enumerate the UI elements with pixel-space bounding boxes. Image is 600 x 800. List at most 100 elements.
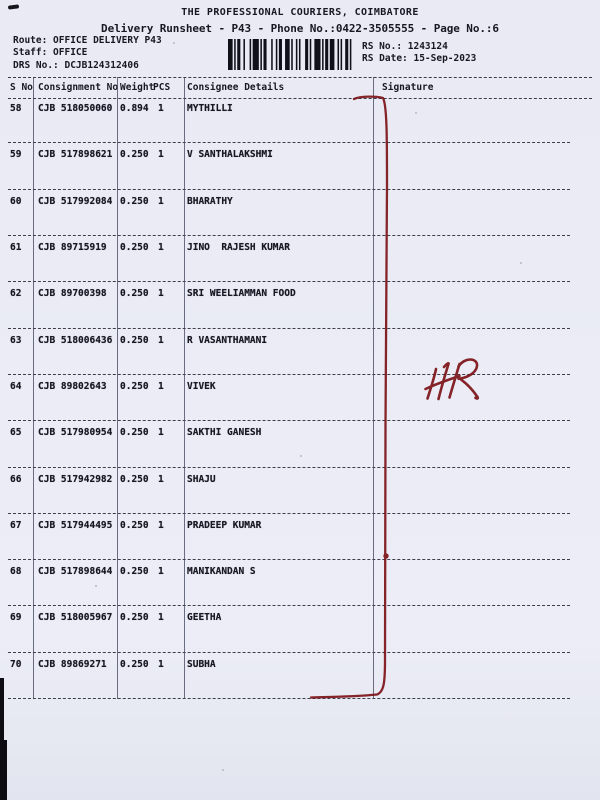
row-consignee: PRADEEP KUMAR [187, 519, 262, 531]
row-pcs: 1 [158, 241, 164, 253]
table-row: 63 CJB 518006436 0.250 1 R VASANTHAMANI [8, 329, 570, 375]
row-serial-number: 66 [10, 473, 22, 485]
row-pcs: 1 [158, 612, 164, 624]
table-row: 65 CJB 517980954 0.250 1 SAKTHI GANESH [8, 421, 570, 468]
row-consignee: MYTHILLI [187, 103, 233, 114]
row-pcs: 1 [158, 380, 164, 392]
scan-speck [95, 585, 97, 587]
row-serial-number: 68 [10, 566, 22, 578]
row-weight: 0.250 [120, 380, 149, 392]
header-sno: S No [10, 82, 33, 93]
row-serial-number: 70 [10, 658, 22, 670]
table-row: 62 CJB 89700398 0.250 1 SRI WEELIAMMAN F… [8, 282, 570, 329]
row-consignee: SUBHA [187, 658, 216, 670]
row-consignee: V SANTHALAKSHMI [187, 149, 273, 161]
column-divider [33, 77, 34, 699]
table-row: 61 CJB 89715919 0.250 1 JINO RAJESH KUMA… [8, 236, 570, 283]
row-serial-number: 58 [10, 103, 22, 114]
row-consignment-no: CJB 517992084 [38, 195, 113, 207]
row-consignee: BHARATHY [187, 195, 233, 207]
barcode [228, 39, 352, 70]
row-consignment-no: CJB 517944495 [38, 519, 113, 531]
row-consignment-no: CJB 517898621 [38, 149, 113, 161]
row-consignment-no: CJB 89715919 [38, 241, 107, 253]
row-serial-number: 65 [10, 427, 22, 439]
row-consignee: SHAJU [187, 473, 216, 485]
row-consignment-no: CJB 517898644 [38, 566, 113, 578]
row-consignment-no: CJB 89869271 [38, 658, 107, 670]
row-consignee: SAKTHI GANESH [187, 427, 262, 439]
scan-speck [300, 455, 302, 457]
row-pcs: 1 [158, 149, 164, 161]
row-pcs: 1 [158, 473, 164, 485]
row-consignment-no: CJB 89700398 [38, 288, 107, 300]
runsheet-title: Delivery Runsheet - P43 - Phone No.:0422… [101, 22, 499, 35]
row-pcs: 1 [158, 288, 164, 300]
row-pcs: 1 [158, 103, 164, 114]
row-weight: 0.250 [120, 288, 149, 300]
row-consignment-no: CJB 518050060 [38, 103, 113, 114]
header-consignment: Consignment No [38, 82, 119, 93]
row-weight: 0.250 [120, 566, 149, 578]
row-consignment-no: CJB 517980954 [38, 427, 113, 439]
table-row: 66 CJB 517942982 0.250 1 SHAJU [8, 468, 570, 514]
row-pcs: 1 [158, 519, 164, 531]
staff-line: Staff: OFFICE [13, 47, 88, 58]
row-weight: 0.250 [120, 473, 149, 485]
table-header-row: S No Consignment No Weight PCS Consignee… [8, 77, 592, 99]
table-row: 58 CJB 518050060 0.894 1 MYTHILLI [8, 97, 570, 144]
row-consignee: R VASANTHAMANI [187, 334, 268, 346]
row-consignee: MANIKANDAN S [187, 566, 256, 578]
row-pcs: 1 [158, 658, 164, 670]
row-consignment-no: CJB 518006436 [38, 334, 113, 346]
scan-speck [415, 112, 417, 114]
header-signature: Signature [382, 82, 434, 93]
table-row: 70 CJB 89869271 0.250 1 SUBHA [8, 653, 570, 700]
row-consignment-no: CJB 518005967 [38, 612, 113, 624]
row-consignment-no: CJB 89802643 [38, 380, 107, 392]
row-serial-number: 63 [10, 334, 22, 346]
row-weight: 0.250 [120, 195, 149, 207]
header-pcs: PCS [153, 82, 171, 93]
rs-number-line: RS No.: 1243124 [362, 41, 448, 52]
row-serial-number: 61 [10, 241, 22, 253]
row-pcs: 1 [158, 195, 164, 207]
row-serial-number: 60 [10, 195, 22, 207]
table-row: 64 CJB 89802643 0.250 1 VIVEK [8, 375, 570, 422]
header-consignee: Consignee Details [187, 82, 285, 93]
scan-speck [222, 769, 224, 771]
row-weight: 0.250 [120, 427, 149, 439]
header-weight: Weight [120, 82, 155, 93]
column-divider [184, 77, 185, 699]
column-divider [117, 77, 118, 699]
row-serial-number: 67 [10, 519, 22, 531]
table-row: 68 CJB 517898644 0.250 1 MANIKANDAN S [8, 560, 570, 607]
row-consignee: GEETHA [187, 612, 222, 624]
row-serial-number: 59 [10, 149, 22, 161]
row-serial-number: 62 [10, 288, 22, 300]
table-row: 60 CJB 517992084 0.250 1 BHARATHY [8, 190, 570, 236]
row-consignee: JINO RAJESH KUMAR [187, 241, 290, 253]
row-weight: 0.250 [120, 334, 149, 346]
row-weight: 0.250 [120, 612, 149, 624]
company-title: THE PROFESSIONAL COURIERS, COIMBATORE [181, 7, 419, 18]
row-weight: 0.250 [120, 519, 149, 531]
scan-edge-shadow [0, 740, 7, 800]
row-consignee: VIVEK [187, 380, 216, 392]
table-row: 69 CJB 518005967 0.250 1 GEETHA [8, 606, 570, 653]
rs-date-line: RS Date: 15-Sep-2023 [362, 53, 477, 64]
row-pcs: 1 [158, 427, 164, 439]
scan-speck [173, 42, 175, 44]
route-line: Route: OFFICE DELIVERY P43 [13, 35, 162, 46]
drs-number-line: DRS No.: DCJB124312406 [13, 60, 139, 71]
row-pcs: 1 [158, 566, 164, 578]
table-row: 59 CJB 517898621 0.250 1 V SANTHALAKSHMI [8, 143, 570, 190]
row-serial-number: 64 [10, 380, 22, 392]
row-weight: 0.250 [120, 658, 149, 670]
row-weight: 0.250 [120, 149, 149, 161]
table-row: 67 CJB 517944495 0.250 1 PRADEEP KUMAR [8, 514, 570, 561]
row-weight: 0.894 [120, 103, 149, 114]
scan-speck [520, 262, 522, 264]
row-consignment-no: CJB 517942982 [38, 473, 113, 485]
